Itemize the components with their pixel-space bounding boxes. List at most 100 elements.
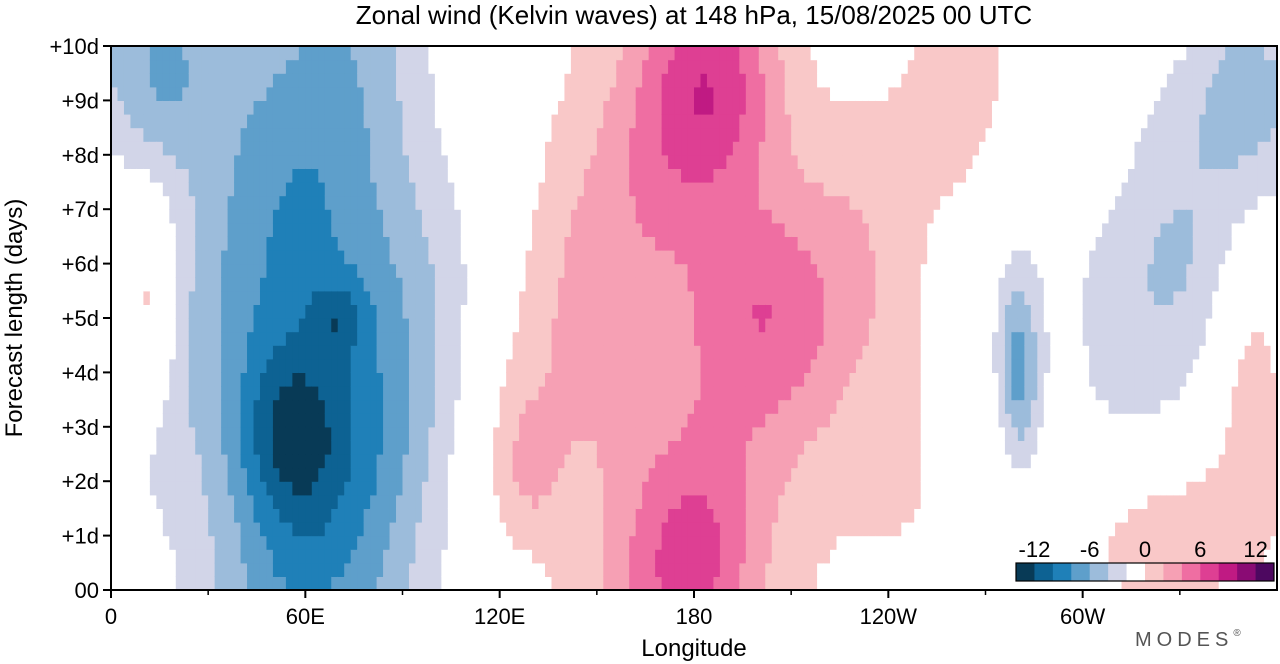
field-cell (687, 318, 695, 333)
field-cell (804, 127, 812, 142)
field-cell (324, 318, 332, 333)
field-cell (881, 386, 889, 401)
field-cell (726, 522, 734, 537)
field-cell (136, 522, 144, 537)
field-cell (817, 209, 825, 224)
field-cell (460, 358, 468, 373)
field-cell (396, 73, 404, 88)
field-cell (512, 318, 520, 333)
field-cell (467, 209, 475, 224)
field-cell (668, 141, 676, 156)
field-cell (622, 222, 630, 237)
field-cell (901, 426, 909, 441)
field-cell (687, 399, 695, 414)
field-cell (169, 426, 177, 441)
field-cell (635, 290, 643, 305)
field-cell (285, 263, 293, 278)
field-cell (713, 522, 721, 537)
field-cell (467, 331, 475, 346)
field-cell (700, 481, 708, 496)
field-cell (298, 236, 306, 251)
field-cell (402, 481, 410, 496)
field-cell (681, 426, 689, 441)
field-cell (739, 277, 747, 292)
field-cell (363, 73, 371, 88)
field-cell (350, 318, 358, 333)
field-cell (234, 290, 242, 305)
field-cell (713, 345, 721, 360)
field-cell (415, 127, 423, 142)
field-cell (596, 358, 604, 373)
field-cell (130, 182, 138, 197)
field-cell (162, 508, 170, 523)
field-cell (609, 467, 617, 482)
field-cell (545, 59, 553, 74)
field-cell (771, 562, 779, 577)
field-cell (797, 46, 805, 61)
field-cell (480, 114, 488, 129)
field-cell (285, 100, 293, 115)
field-cell (545, 100, 553, 115)
field-cell (421, 127, 430, 142)
field-cell (765, 331, 773, 346)
field-cell (111, 358, 119, 373)
field-cell (661, 154, 669, 169)
field-cell (240, 100, 248, 115)
field-cell (642, 222, 650, 237)
field-cell (648, 209, 656, 224)
field-cell (428, 154, 436, 169)
field-cell (842, 481, 851, 496)
field-cell (467, 386, 475, 401)
field-cell (499, 46, 507, 61)
field-cell (784, 59, 792, 74)
field-cell (907, 331, 915, 346)
field-cell (758, 372, 766, 387)
field-cell (428, 358, 436, 373)
field-cell (130, 549, 138, 564)
field-cell (590, 494, 598, 509)
field-cell (694, 440, 702, 455)
field-cell (752, 59, 760, 74)
field-cell (234, 494, 242, 509)
field-cell (292, 535, 300, 550)
field-cell (389, 114, 397, 129)
field-cell (830, 358, 838, 373)
field-cell (868, 440, 876, 455)
field-cell (784, 263, 792, 278)
field-cell (888, 535, 896, 550)
field-cell (745, 576, 753, 590)
field-cell (655, 522, 663, 537)
field-cell (694, 386, 702, 401)
field-cell (778, 73, 786, 88)
field-cell (318, 86, 326, 101)
field-cell (305, 440, 313, 455)
field-cell (804, 576, 812, 590)
field-cell (467, 345, 475, 360)
field-cell (778, 386, 786, 401)
field-cell (855, 494, 864, 509)
field-cell (570, 236, 578, 251)
field-cell (745, 195, 753, 210)
field-cell (532, 100, 540, 115)
field-cell (143, 73, 151, 88)
field-cell (778, 46, 786, 61)
field-cell (551, 182, 559, 197)
field-cell (635, 467, 643, 482)
field-cell (817, 481, 825, 496)
field-cell (538, 263, 546, 278)
field-cell (687, 372, 695, 387)
field-cell (719, 386, 727, 401)
field-cell (175, 576, 183, 590)
field-cell (247, 114, 255, 129)
field-cell (726, 399, 734, 414)
field-cell (272, 73, 281, 88)
field-cell (376, 331, 384, 346)
field-cell (570, 358, 578, 373)
field-cell (383, 86, 391, 101)
field-cell (318, 195, 326, 210)
field-cell (292, 114, 300, 129)
field-cell (551, 222, 559, 237)
field-cell (758, 114, 766, 129)
field-cell (512, 522, 520, 537)
field-cell (674, 250, 682, 265)
